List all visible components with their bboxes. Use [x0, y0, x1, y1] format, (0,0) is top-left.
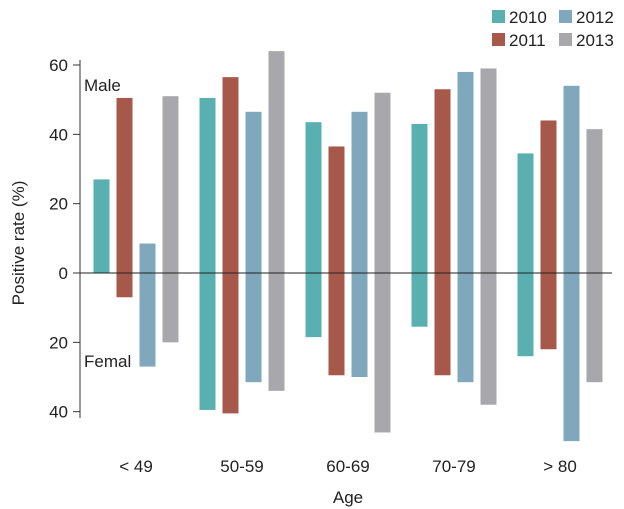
bar-2012-2	[351, 111, 368, 378]
bar-2010-4	[517, 153, 534, 357]
bar-2010-2	[305, 122, 322, 338]
bar-2011-4	[540, 120, 557, 350]
y-tick-label: 0	[59, 264, 68, 283]
y-tick-label: 60	[49, 56, 68, 75]
x-ticks: < 49 50-59 60-69 70-79 > 80	[119, 457, 577, 476]
x-tick-label: 50-59	[220, 457, 263, 476]
bar-2013-1	[268, 51, 285, 391]
legend-swatch-2011	[492, 33, 505, 46]
bar-2012-0	[139, 243, 156, 367]
bar-2010-1	[199, 97, 216, 410]
legend-label-2011: 2011	[509, 31, 546, 50]
legend-swatch-2013	[559, 33, 572, 46]
female-annotation: Femal	[84, 352, 131, 371]
bar-2012-1	[245, 111, 262, 383]
bar-2012-3	[457, 71, 474, 383]
x-tick-label: > 80	[543, 457, 577, 476]
y-axis-title: Positive rate (%)	[9, 181, 28, 306]
bar-2010-0	[93, 179, 110, 273]
axes-group	[79, 60, 612, 418]
y-tick-label: 20	[49, 333, 68, 352]
y-ticks: 60 40 20 0 20 40	[49, 56, 80, 422]
x-axis-title: Age	[333, 488, 363, 507]
x-tick-label: 70-79	[432, 457, 475, 476]
legend-label-2013: 2013	[576, 31, 614, 50]
male-annotation: Male	[84, 76, 121, 95]
legend-swatch-2010	[492, 10, 505, 23]
bar-2010-3	[411, 123, 428, 327]
y-tick-label: 20	[49, 195, 68, 214]
bar-2011-3	[434, 89, 451, 376]
y-tick-label: 40	[49, 403, 68, 422]
bar-2013-2	[374, 92, 391, 433]
legend-label-2012: 2012	[576, 8, 614, 27]
bar-2013-4	[586, 129, 603, 383]
bar-2012-4	[563, 85, 580, 442]
bars-group	[93, 51, 603, 442]
bar-2011-2	[328, 146, 345, 376]
bar-2011-0	[116, 97, 133, 298]
bar-2013-3	[480, 68, 497, 405]
legend-label-2010: 2010	[509, 8, 547, 27]
bar-2011-1	[222, 77, 239, 414]
y-tick-label: 40	[49, 125, 68, 144]
legend: 2010 2011 2012 2013	[492, 8, 614, 50]
x-tick-label: < 49	[119, 457, 153, 476]
legend-swatch-2012	[559, 10, 572, 23]
bar-2013-0	[162, 96, 179, 343]
x-tick-label: 60-69	[326, 457, 369, 476]
